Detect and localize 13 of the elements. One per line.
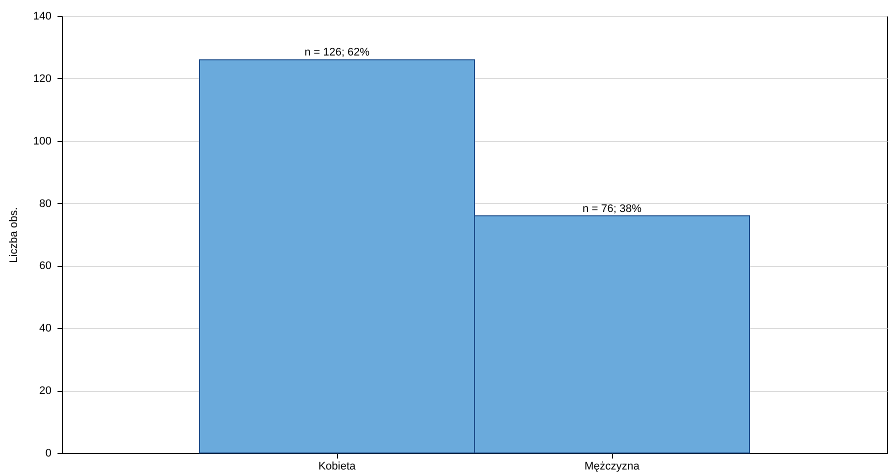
y-tick-label: 80 xyxy=(39,198,52,210)
x-tick-label: Kobieta xyxy=(318,460,357,472)
x-tick-label: Mężczyzna xyxy=(584,460,640,472)
y-tick-label: 60 xyxy=(39,260,52,272)
y-tick-label: 140 xyxy=(33,10,52,22)
data-label: n = 76; 38% xyxy=(582,202,642,215)
data-label: n = 126; 62% xyxy=(304,46,370,59)
y-tick-label: 120 xyxy=(33,72,52,85)
y-axis-title: Liczba obs. xyxy=(8,207,20,263)
y-tick-label: 20 xyxy=(39,385,52,398)
y-tick-label: 40 xyxy=(39,322,52,335)
y-tick-label: 0 xyxy=(45,448,52,460)
y-tick-label: 100 xyxy=(33,135,52,148)
